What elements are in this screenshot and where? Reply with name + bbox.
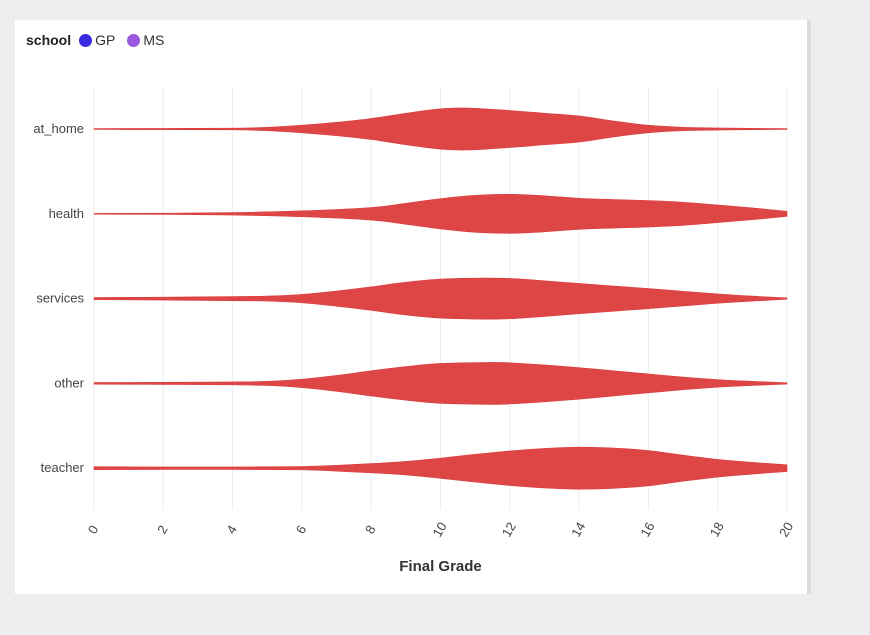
y-tick-label: teacher <box>41 460 85 475</box>
legend-title: school <box>26 32 72 48</box>
x-tick-label: 6 <box>293 523 310 537</box>
violin-health[interactable] <box>93 193 788 234</box>
legend-swatch-ms <box>127 33 141 47</box>
x-axis-title: Final Grade <box>399 558 482 575</box>
x-tick-label: 12 <box>499 519 519 539</box>
legend-item-ms[interactable]: MS <box>127 32 164 48</box>
violin-services[interactable] <box>93 277 788 320</box>
x-axis-labels: 0 2 4 6 8 10 12 14 16 18 20 <box>85 519 796 539</box>
x-tick-label: 0 <box>85 523 102 537</box>
x-tick-label: 4 <box>223 523 240 537</box>
x-tick-label: 8 <box>362 523 379 537</box>
x-tick-label: 20 <box>776 519 796 539</box>
violins <box>93 107 788 490</box>
x-tick-label: 18 <box>707 519 727 539</box>
legend-label-ms: MS <box>143 32 165 48</box>
violin-other[interactable] <box>93 362 788 405</box>
legend-swatch-gp <box>79 33 93 47</box>
x-tick-label: 14 <box>568 519 588 539</box>
legend-label-gp: GP <box>95 32 116 48</box>
x-tick-label: 16 <box>637 519 657 539</box>
violin-at-home[interactable] <box>93 107 788 151</box>
violin-teacher[interactable] <box>93 446 788 490</box>
legend: school GP MS <box>26 32 170 48</box>
y-tick-label: health <box>49 206 84 221</box>
x-tick-label: 10 <box>429 519 449 539</box>
legend-item-gp[interactable]: GP <box>79 32 115 48</box>
y-tick-label: other <box>54 375 84 390</box>
y-tick-label: at_home <box>33 121 84 136</box>
y-tick-label: services <box>36 291 84 306</box>
x-tick-label: 2 <box>154 523 171 537</box>
